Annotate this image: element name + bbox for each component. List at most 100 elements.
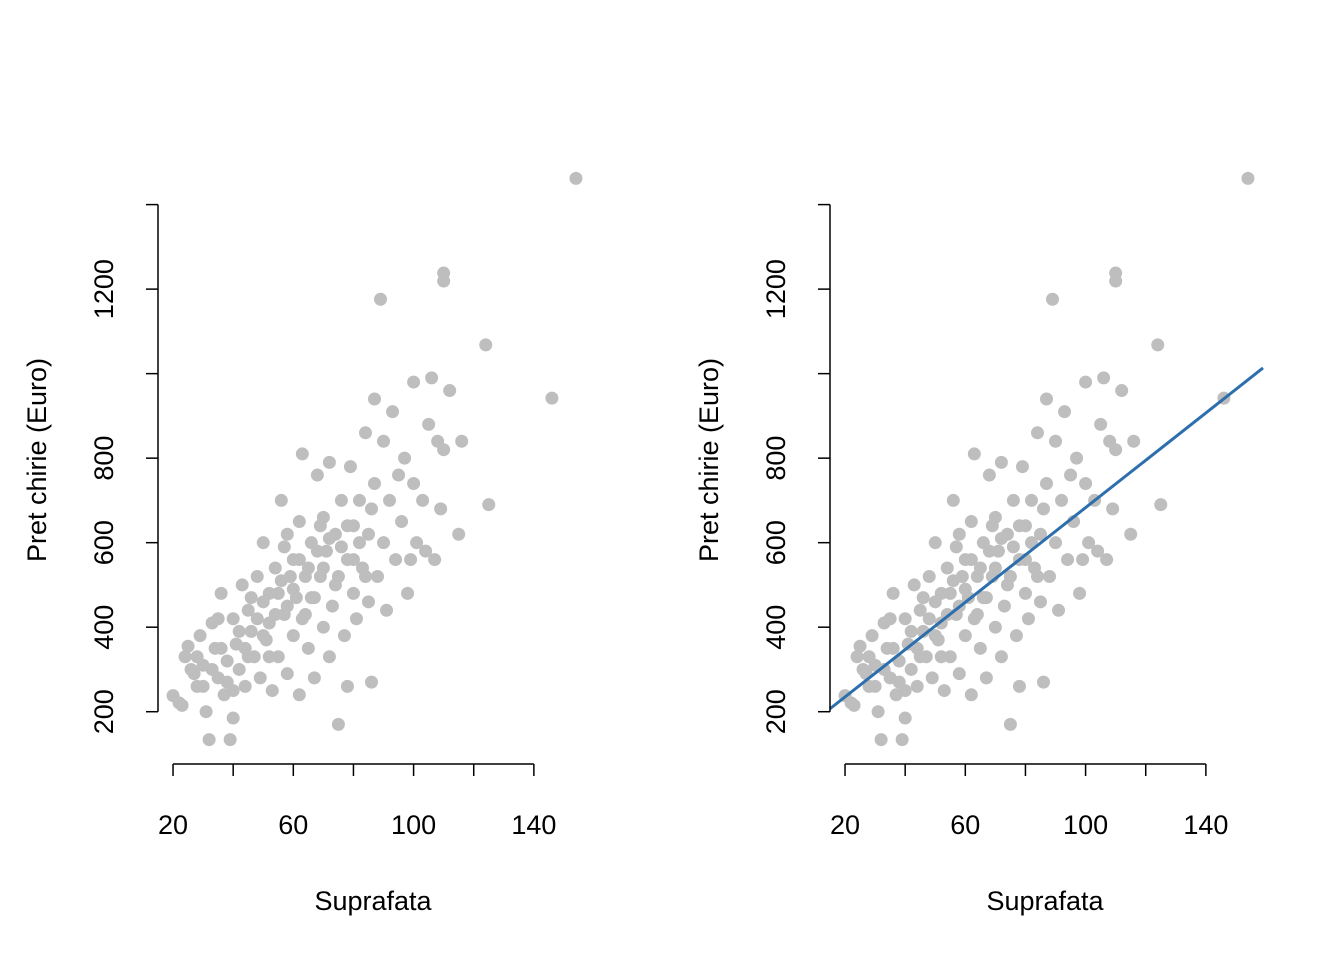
data-point xyxy=(934,650,948,664)
data-point xyxy=(455,434,469,448)
data-point xyxy=(871,705,885,719)
data-point xyxy=(907,578,921,592)
data-point xyxy=(250,612,264,626)
data-point xyxy=(967,447,981,461)
data-point xyxy=(226,612,240,626)
y-tick-label: 1200 xyxy=(89,259,119,319)
y-tick-label: 400 xyxy=(761,605,791,650)
data-point xyxy=(410,536,424,550)
data-point xyxy=(928,536,942,550)
data-point xyxy=(295,447,309,461)
data-point xyxy=(1079,375,1093,389)
data-point xyxy=(1009,629,1023,643)
data-point xyxy=(1015,460,1029,474)
data-point xyxy=(346,586,360,600)
x-tick-label: 60 xyxy=(278,810,308,840)
data-point xyxy=(340,519,354,533)
x-tick-label: 100 xyxy=(1063,810,1108,840)
x-tick-label: 140 xyxy=(511,810,556,840)
data-point xyxy=(428,553,442,567)
data-point xyxy=(274,574,288,588)
x-tick-label: 20 xyxy=(158,810,188,840)
data-point xyxy=(982,544,996,558)
data-point xyxy=(545,391,559,405)
data-point xyxy=(1097,371,1111,385)
data-point xyxy=(895,733,909,747)
data-point xyxy=(392,468,406,482)
x-tick-label: 60 xyxy=(950,810,980,840)
data-point xyxy=(1058,405,1072,419)
data-point xyxy=(868,679,882,693)
x-axis-label: Suprafata xyxy=(986,886,1104,916)
data-point xyxy=(253,671,267,685)
data-point xyxy=(946,493,960,507)
data-point xyxy=(337,629,351,643)
data-point xyxy=(1154,498,1168,512)
data-point xyxy=(1036,675,1050,689)
data-point xyxy=(232,624,246,638)
data-point xyxy=(232,662,246,676)
data-point xyxy=(910,641,924,655)
data-point xyxy=(479,338,493,352)
data-point xyxy=(256,629,270,643)
data-point xyxy=(1033,527,1047,541)
data-point xyxy=(271,650,285,664)
data-point xyxy=(307,671,321,685)
data-point xyxy=(964,553,978,567)
data-point xyxy=(205,662,219,676)
data-point xyxy=(976,591,990,605)
x-tick-label: 140 xyxy=(1183,810,1228,840)
data-point xyxy=(1241,171,1255,185)
data-point xyxy=(1030,569,1044,583)
data-point xyxy=(886,641,900,655)
data-point xyxy=(361,595,375,609)
data-point xyxy=(277,540,291,554)
y-tick-label: 200 xyxy=(761,689,791,734)
data-point xyxy=(1000,578,1014,592)
x-tick-label: 100 xyxy=(391,810,436,840)
data-point xyxy=(865,629,879,643)
data-point xyxy=(401,586,415,600)
x-axis-label: Suprafata xyxy=(314,886,432,916)
data-point xyxy=(946,574,960,588)
y-tick-label: 400 xyxy=(89,605,119,650)
data-point xyxy=(322,455,336,469)
data-point xyxy=(1018,586,1032,600)
data-point xyxy=(371,569,385,583)
data-point xyxy=(1073,586,1087,600)
data-point xyxy=(352,536,366,550)
data-point xyxy=(313,519,327,533)
data-point xyxy=(886,586,900,600)
data-point xyxy=(452,527,466,541)
data-point xyxy=(856,662,870,676)
data-point xyxy=(1021,612,1035,626)
data-point xyxy=(898,711,912,725)
data-point xyxy=(325,599,339,613)
data-point xyxy=(934,586,948,600)
data-point xyxy=(904,662,918,676)
data-point xyxy=(178,650,192,664)
data-point xyxy=(280,527,294,541)
data-point xyxy=(383,493,397,507)
data-point xyxy=(1049,536,1063,550)
data-point xyxy=(1040,392,1053,406)
data-point xyxy=(922,612,936,626)
data-point xyxy=(964,688,978,702)
data-point xyxy=(280,599,294,613)
data-point xyxy=(988,561,1002,575)
data-point xyxy=(1012,519,1026,533)
data-point xyxy=(322,650,336,664)
y-tick-label: 1200 xyxy=(761,259,791,319)
data-point xyxy=(196,679,210,693)
data-point xyxy=(268,561,282,575)
data-point xyxy=(416,493,430,507)
data-point xyxy=(274,493,288,507)
data-point xyxy=(256,536,270,550)
data-point xyxy=(380,603,394,617)
data-point xyxy=(1030,426,1044,440)
data-point xyxy=(292,515,306,529)
data-point xyxy=(322,531,336,545)
y-tick-label: 800 xyxy=(89,436,119,481)
data-point xyxy=(910,679,924,693)
data-point xyxy=(434,502,448,516)
